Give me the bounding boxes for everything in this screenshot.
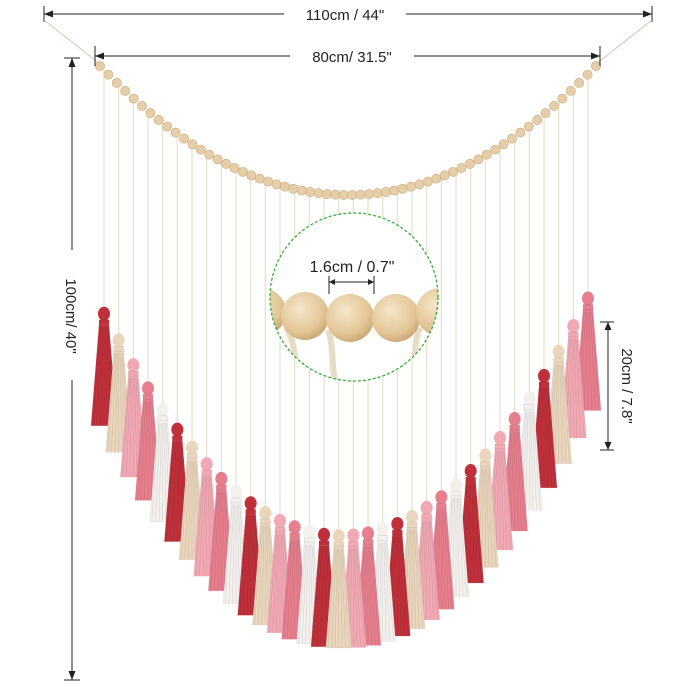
zoom-circle-outline: [269, 212, 439, 382]
bead: [490, 144, 501, 155]
bead: [305, 187, 316, 197]
zoom-bead: [326, 294, 374, 342]
tassel-length-dimension: 20cm / 7.8": [600, 321, 635, 451]
bead: [355, 189, 366, 200]
bead: [204, 149, 215, 160]
bead: [372, 188, 383, 199]
bead: [296, 185, 307, 196]
bead: [414, 179, 425, 190]
zoom-bead: [281, 292, 329, 340]
bead-zoom-inset: 1.6cm / 0.7": [269, 212, 439, 382]
bead: [162, 121, 173, 132]
bead: [120, 86, 131, 96]
bead: [540, 108, 551, 119]
bead: [565, 86, 576, 96]
bead: [364, 189, 374, 199]
tassel: [325, 528, 352, 649]
bead: [515, 127, 526, 138]
bead: [254, 173, 265, 184]
total-width-dimension: 110cm / 44": [43, 4, 653, 65]
bead: [137, 101, 147, 111]
bead-width-label: 80cm/ 31.5": [312, 49, 392, 66]
bead: [389, 185, 400, 196]
bead: [380, 187, 391, 197]
bead: [179, 133, 189, 144]
tassel-length-label: 20cm / 7.8": [618, 348, 635, 423]
bead-diameter-label: 1.6cm / 0.7": [310, 259, 395, 276]
bead: [473, 154, 484, 165]
bead: [523, 121, 534, 132]
bead: [246, 170, 257, 181]
bead: [439, 170, 450, 181]
bead-garland: [95, 61, 601, 200]
bead: [582, 69, 593, 80]
bead: [212, 154, 223, 165]
bead: [347, 190, 358, 200]
bead: [330, 189, 341, 200]
bead: [221, 158, 232, 169]
bead: [456, 163, 467, 173]
bead: [397, 183, 408, 194]
bead: [422, 176, 433, 187]
bead: [195, 144, 206, 155]
bead: [238, 166, 248, 177]
bead: [448, 166, 458, 177]
height-label: 100cm/ 40": [62, 278, 79, 353]
bead: [187, 139, 198, 150]
bead: [507, 133, 517, 144]
bead: [288, 183, 299, 194]
bead: [557, 93, 568, 104]
bead-width-dimension: 80cm/ 31.5": [94, 46, 601, 66]
height-dimension: 100cm/ 40": [62, 57, 82, 681]
bead: [145, 108, 156, 119]
total-width-label: 110cm / 44": [306, 7, 384, 24]
zoom-bead: [270, 288, 286, 336]
bead: [111, 77, 122, 88]
bead: [481, 149, 492, 160]
zoom-bead: [416, 288, 438, 336]
bead: [280, 181, 290, 192]
bead: [338, 190, 349, 200]
bead: [406, 181, 416, 192]
bead: [153, 115, 164, 125]
bead: [271, 179, 282, 190]
bead: [431, 173, 442, 184]
bead: [103, 69, 114, 80]
bead: [128, 93, 139, 104]
bead: [574, 77, 585, 88]
bead: [313, 188, 324, 199]
tassel: [486, 431, 514, 551]
bead: [464, 158, 475, 169]
zoom-bead: [372, 294, 420, 342]
bead: [549, 101, 559, 111]
bead: [170, 127, 181, 138]
bead: [498, 139, 509, 150]
bead: [95, 61, 105, 71]
tassel-row: [90, 291, 602, 649]
bead: [591, 61, 601, 71]
bead: [263, 176, 274, 187]
bead: [322, 189, 332, 199]
bead: [229, 163, 240, 173]
bead: [532, 115, 543, 125]
